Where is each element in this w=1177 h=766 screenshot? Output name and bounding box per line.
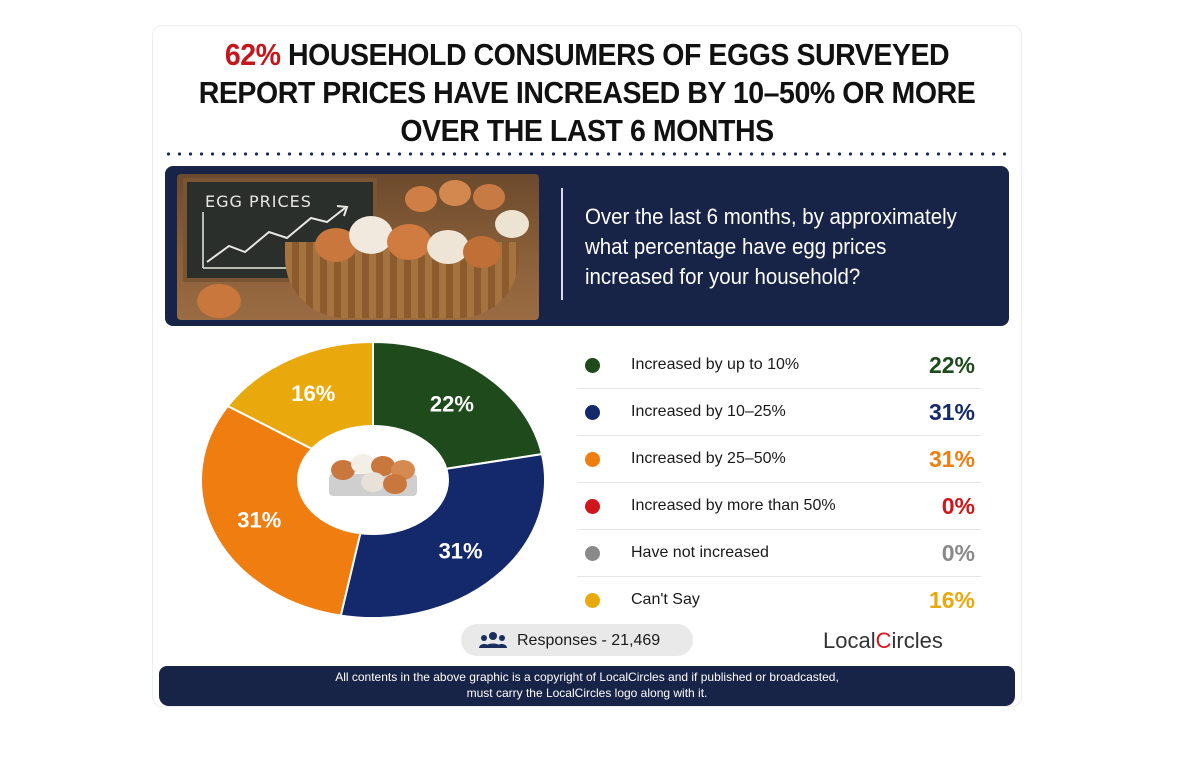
- legend-swatch: [585, 358, 600, 373]
- question-divider: [561, 188, 563, 300]
- legend-swatch: [585, 405, 600, 420]
- legend-value: 0%: [941, 540, 975, 566]
- legend-item: Have not increased 0%: [577, 530, 981, 577]
- legend-swatch: [585, 593, 600, 608]
- headline-line1: HOUSEHOLD CONSUMERS OF EGGS SURVEYED: [288, 37, 950, 72]
- legend-item: Increased by more than 50% 0%: [577, 483, 981, 530]
- egg: [473, 184, 505, 210]
- footer-line2: must carry the LocalCircles logo along w…: [466, 686, 708, 700]
- headline: 62% HOUSEHOLD CONSUMERS OF EGGS SURVEYED…: [188, 36, 987, 150]
- legend-value: 31%: [928, 446, 975, 472]
- slice-label: 16%: [291, 381, 335, 406]
- legend-label: Increased by 10–25%: [631, 403, 786, 420]
- slice-label: 31%: [237, 508, 281, 533]
- egg: [439, 180, 471, 206]
- legend-item: Can't Say 16%: [577, 577, 981, 623]
- legend-value: 16%: [928, 587, 975, 613]
- legend: Increased by up to 10% 22% Increased by 10…: [577, 342, 981, 623]
- legend-label: Increased by 25–50%: [631, 450, 786, 467]
- headline-line2: REPORT PRICES HAVE INCREASED BY 10–50% O…: [198, 75, 976, 110]
- legend-label: Can't Say: [631, 591, 700, 608]
- legend-item: Increased by 25–50% 31%: [577, 436, 981, 483]
- slice-label: 22%: [430, 391, 474, 416]
- donut-chart-svg: 22% 31% 31% 16%: [200, 340, 546, 620]
- legend-label: Have not increased: [631, 544, 769, 561]
- egg: [405, 186, 437, 212]
- legend-value: 22%: [928, 352, 975, 378]
- localcircles-logo: LocalCircles: [823, 628, 943, 654]
- chalkboard-text: EGG PRICES: [205, 192, 312, 211]
- question-banner: EGG PRICES Over the last 6 months, by ap: [165, 166, 1009, 326]
- legend-value: 31%: [928, 399, 975, 425]
- headline-line3: OVER THE LAST 6 MONTHS: [400, 113, 774, 148]
- logo-text-after: ircles: [891, 628, 943, 653]
- legend-swatch: [585, 546, 600, 561]
- egg: [495, 210, 529, 238]
- logo-c: C: [875, 628, 892, 653]
- dotted-divider: [163, 152, 1011, 156]
- infographic-card: 62% HOUSEHOLD CONSUMERS OF EGGS SURVEYED…: [152, 25, 1022, 707]
- legend-value: 0%: [941, 493, 975, 519]
- legend-label: Increased by up to 10%: [631, 356, 800, 373]
- legend-label: Increased by more than 50%: [631, 497, 836, 514]
- egg-carton-icon: [329, 454, 417, 496]
- donut-chart: 22% 31% 31% 16%: [193, 336, 549, 620]
- egg: [427, 230, 469, 264]
- logo-text-before: Local: [823, 628, 876, 653]
- egg: [463, 236, 501, 268]
- headline-accent: 62%: [224, 37, 281, 72]
- slice-label: 31%: [439, 538, 483, 563]
- legend-swatch: [585, 452, 600, 467]
- legend-item: Increased by 10–25% 31%: [577, 389, 981, 436]
- footer-line1: All contents in the above graphic is a c…: [335, 670, 839, 684]
- survey-question: Over the last 6 months, by approximately…: [585, 204, 957, 289]
- legend-item: Increased by up to 10% 22%: [577, 342, 981, 389]
- egg: [197, 284, 241, 318]
- legend-swatch: [585, 499, 600, 514]
- copyright-footer: All contents in the above graphic is a c…: [159, 666, 1015, 706]
- responses-badge: Responses - 21,469: [461, 624, 693, 656]
- egg: [387, 224, 431, 260]
- egg-prices-photo: EGG PRICES: [177, 174, 539, 320]
- egg: [349, 216, 393, 254]
- responses-count: Responses - 21,469: [517, 632, 661, 649]
- users-icon: [479, 632, 507, 648]
